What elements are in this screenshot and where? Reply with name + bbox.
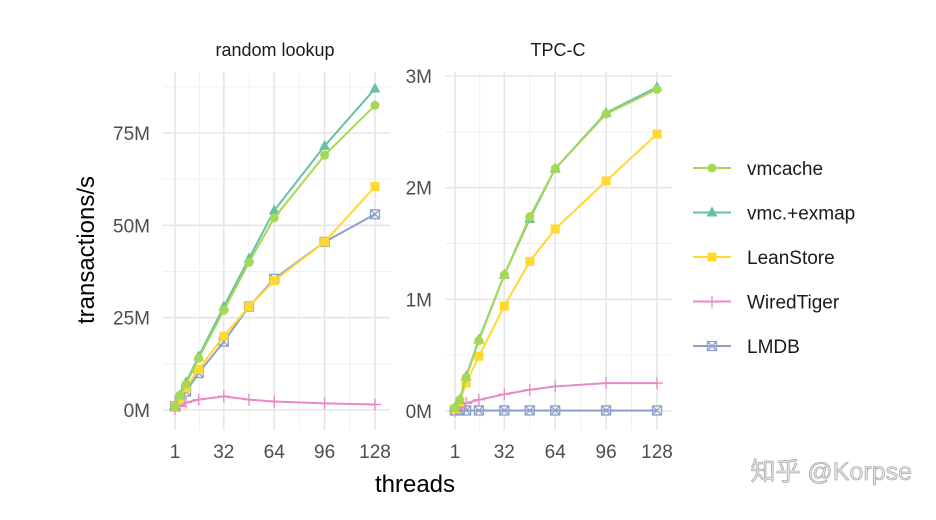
series-vmcache (450, 84, 662, 413)
y-tick-label: 25M (113, 309, 150, 330)
data-point (472, 393, 485, 406)
data-point (320, 150, 330, 160)
data-point (601, 176, 611, 186)
x-tick-label: 64 (264, 442, 286, 463)
data-point (370, 182, 380, 192)
x-tick-label: 32 (213, 442, 234, 463)
x-tick-label: 64 (545, 442, 567, 463)
legend-label: vmcache (747, 159, 823, 180)
data-point (175, 390, 185, 400)
data-point (269, 276, 279, 286)
x-tick-label: 32 (494, 442, 515, 463)
data-point (318, 397, 331, 410)
data-point (219, 331, 229, 341)
data-point (369, 209, 381, 220)
data-point (651, 405, 663, 416)
legend-label: LeanStore (747, 248, 835, 269)
y-tick-label: 0M (124, 401, 150, 422)
data-point (499, 301, 509, 311)
data-point (268, 204, 280, 215)
panel-1: 1 32 64 96 128 0M 25M 50M 75M (113, 72, 391, 463)
data-point (370, 100, 380, 110)
panel-2: 1 32 64 96 128 0M 1M 2M 3M (406, 67, 673, 463)
data-point (194, 364, 204, 374)
legend-marker (707, 252, 717, 262)
legend-marker (706, 295, 718, 308)
data-point (450, 403, 460, 413)
x-tick-label: 96 (314, 442, 335, 463)
y-tick-label: 75M (113, 124, 150, 145)
data-point (268, 395, 281, 408)
legend-label: vmc.+exmap (747, 204, 855, 225)
data-point (181, 379, 191, 389)
y-tick-label: 1M (406, 290, 432, 311)
legend-item: vmcache (693, 159, 823, 180)
data-point (319, 139, 331, 150)
data-point (474, 351, 484, 361)
x-tick-label: 96 (596, 442, 617, 463)
data-point (269, 213, 279, 223)
data-point (652, 84, 662, 94)
panel-title-1: random lookup (215, 40, 334, 60)
data-point (524, 405, 535, 416)
data-point (219, 305, 229, 315)
data-point (192, 393, 205, 406)
series-vmcache (170, 100, 380, 411)
data-point (217, 390, 230, 403)
panel-title-2: TPC-C (531, 40, 586, 60)
data-point (499, 270, 509, 280)
x-tick-label: 128 (641, 442, 673, 463)
data-point (601, 109, 611, 119)
legend-marker (706, 206, 718, 217)
data-point (550, 164, 560, 174)
data-point (652, 129, 662, 139)
legend-marker (706, 340, 718, 352)
data-point (194, 353, 204, 363)
y-tick-label: 3M (406, 67, 432, 88)
legend-item: vmc.+exmap (693, 204, 855, 225)
y-axis-label: transactions/s (73, 176, 100, 324)
data-point (498, 388, 511, 401)
x-tick-label: 128 (359, 442, 391, 463)
data-point (600, 405, 612, 416)
x-axis-label: threads (375, 471, 455, 498)
data-point (525, 212, 535, 222)
data-point (244, 302, 254, 312)
data-point (461, 378, 471, 388)
data-point (320, 237, 330, 247)
data-point (550, 405, 561, 416)
y-tick-label: 50M (113, 216, 150, 237)
data-point (170, 401, 180, 411)
legend-item: LeanStore (693, 248, 835, 269)
legend-label: WiredTiger (747, 293, 840, 314)
data-point (473, 405, 485, 416)
legend-item: WiredTiger (693, 293, 840, 314)
data-point (244, 257, 254, 267)
watermark: 知乎 @Korpse (750, 458, 912, 486)
data-point (523, 383, 536, 396)
x-tick-label: 1 (450, 442, 461, 463)
data-point (461, 373, 471, 382)
x-tick-label: 1 (170, 442, 181, 463)
legend-marker (707, 163, 717, 173)
data-point (600, 377, 613, 390)
data-point (369, 82, 381, 93)
y-tick-label: 2M (406, 179, 432, 200)
data-point (525, 256, 535, 266)
data-point (550, 224, 560, 234)
data-point (474, 336, 484, 346)
data-point (651, 377, 663, 390)
data-point (455, 395, 465, 405)
legend: vmcache vmc.+exmap LeanStore WiredTiger LMDB (693, 159, 855, 358)
data-point (243, 393, 256, 406)
legend-item: LMDB (693, 337, 800, 358)
data-point (499, 405, 510, 416)
y-tick-label: 0M (406, 402, 432, 423)
legend-label: LMDB (747, 337, 800, 358)
data-point (369, 398, 381, 411)
data-point (549, 380, 562, 393)
